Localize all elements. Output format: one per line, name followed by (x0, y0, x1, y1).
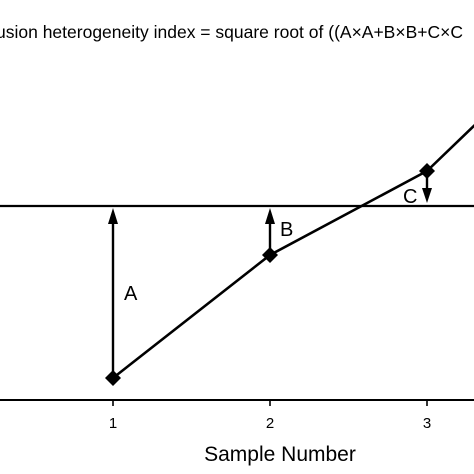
label-c: C (403, 186, 417, 208)
x-tick-label-1: 1 (109, 415, 117, 432)
label-b: B (280, 219, 293, 241)
formula-text: usion heterogeneity index = square root … (0, 22, 463, 42)
arrowhead-c (422, 188, 432, 203)
sample-curve (112, 123, 474, 380)
label-a: A (124, 283, 138, 305)
sample-marker-3 (419, 163, 435, 179)
arrowhead-b (265, 208, 275, 224)
sample-marker-1 (105, 370, 121, 386)
x-tick-label-2: 2 (266, 415, 274, 432)
sample-marker-2 (262, 247, 278, 263)
arrowhead-a (108, 208, 118, 224)
x-tick-label-3: 3 (423, 415, 431, 432)
x-axis-title: Sample Number (204, 443, 356, 466)
